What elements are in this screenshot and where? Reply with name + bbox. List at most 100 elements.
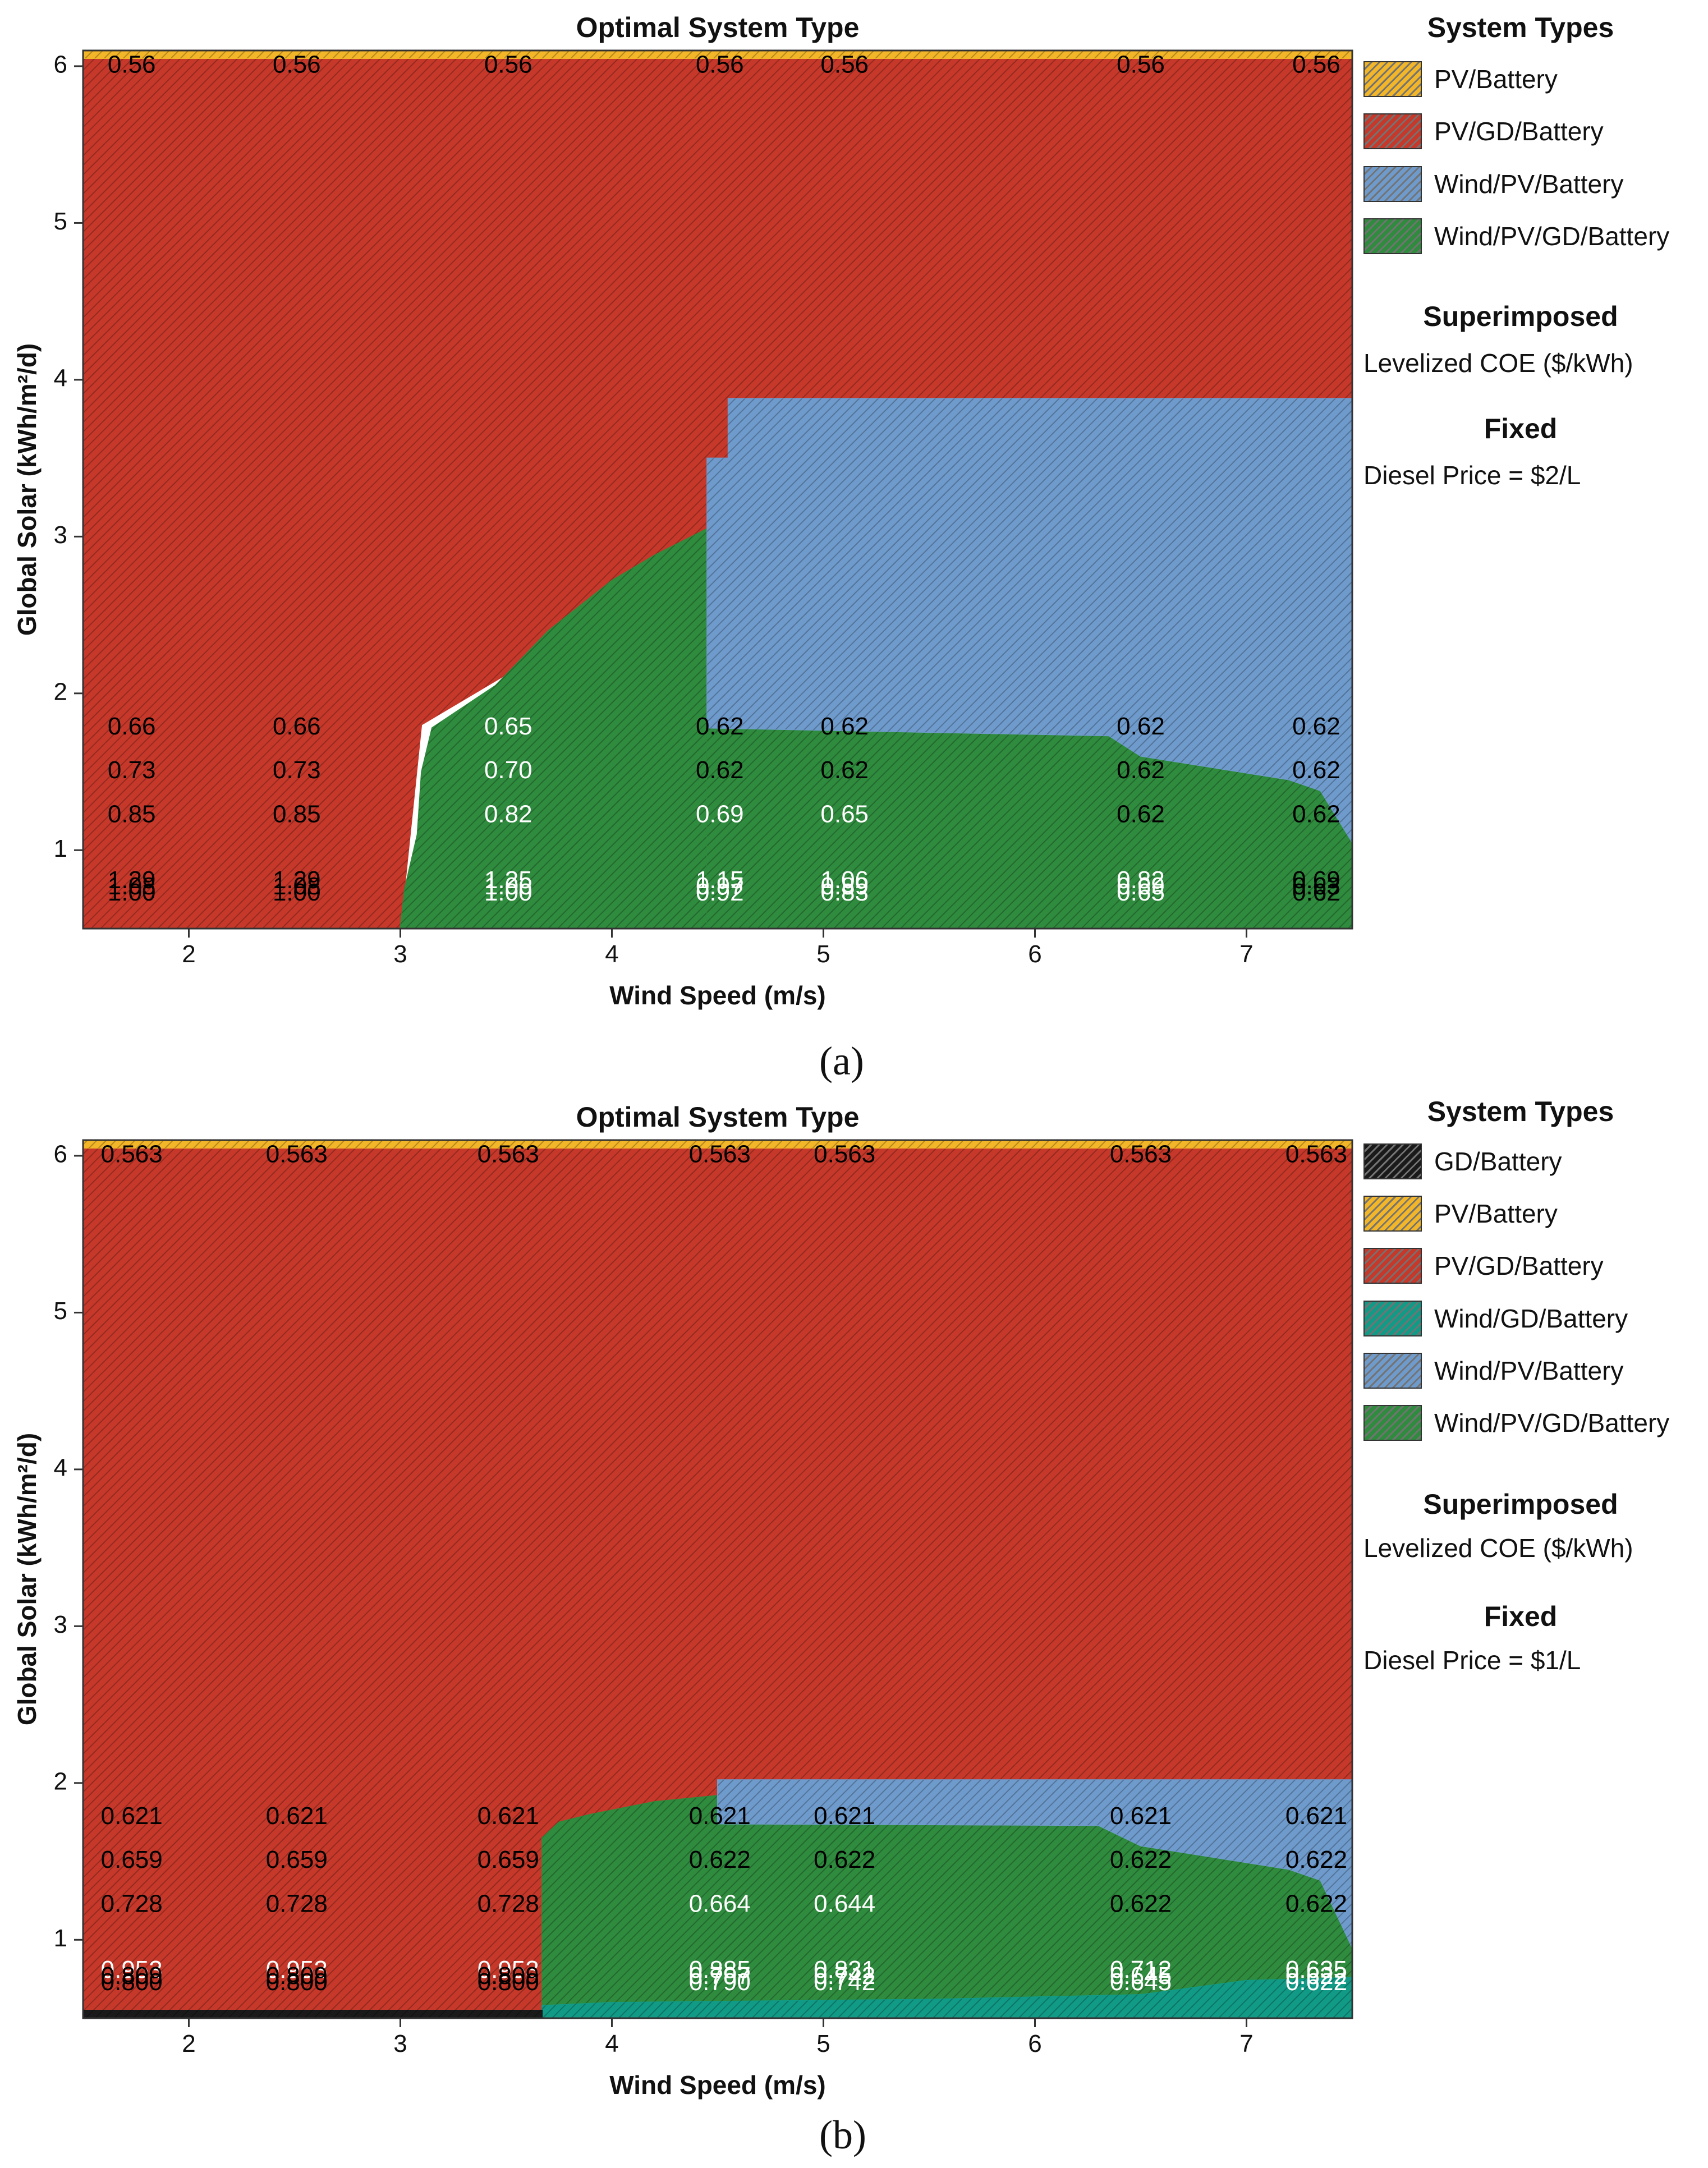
superimposed-text: Levelized COE ($/kWh) [1363, 348, 1633, 378]
coe-label: 0.563 [477, 1141, 539, 1168]
coe-label: 0.659 [477, 1846, 539, 1873]
coe-label: 0.800 [477, 1968, 539, 1996]
coe-label: 0.809 [101, 1962, 163, 1990]
x-tick-label: 4 [605, 940, 618, 968]
plot-frame [82, 49, 1353, 930]
coe-label: 0.712 [1110, 1956, 1172, 1983]
coe-label: 0.563 [689, 1141, 751, 1168]
superimposed-title: Superimposed [1423, 1489, 1618, 1520]
coe-label: 0.73 [273, 756, 321, 784]
legend-title: System Types [1427, 1096, 1614, 1127]
coe-label: 1.00 [108, 879, 156, 906]
coe-label: 0.83 [820, 879, 869, 906]
legend-swatch [1363, 1405, 1422, 1441]
chart-plot-b: 0.563 0.563 0.563 0.563 0.563 0.563 0.563 0.621… [12, 1101, 1353, 2100]
coe-label: 0.622 [1285, 1890, 1347, 1917]
region-hatch-wind-pv-gd-battery [542, 1795, 1352, 2010]
coe-label: 0.62 [1117, 713, 1165, 740]
coe-label: 0.885 [689, 1956, 751, 1983]
legend-swatch [1363, 1301, 1422, 1336]
x-tick-label: 2 [182, 940, 195, 968]
coe-label: 0.809 [477, 1962, 539, 1990]
coe-label: 0.97 [696, 872, 744, 900]
coe-label: 0.65 [484, 713, 532, 740]
legend-label: Wind/PV/GD/Battery [1434, 1408, 1670, 1437]
legend-swatch [1363, 218, 1422, 254]
x-tick-label: 7 [1239, 2030, 1253, 2057]
legend-swatch [1363, 1196, 1422, 1232]
y-tick-label: 4 [54, 1454, 67, 1482]
coe-label: 0.622 [1110, 1846, 1172, 1873]
region-hatch-pv-gd-battery [83, 1148, 1352, 2010]
y-tick-label: 6 [54, 1141, 67, 1168]
coe-label: 0.659 [266, 1846, 328, 1873]
region-hatch-gd-battery [83, 2010, 543, 2018]
coe-label: 0.728 [477, 1890, 539, 1917]
coe-label: 0.953 [477, 1956, 539, 1983]
y-tick-label: 5 [54, 208, 67, 235]
coe-label: 0.645 [1110, 1968, 1172, 1996]
chart-title: Optimal System Type [576, 1101, 860, 1133]
coe-label: 0.63 [1292, 872, 1340, 900]
region-hatch-wind-pv-gd-battery [400, 529, 708, 929]
coe-label: 0.89 [820, 872, 869, 900]
y-tick-label: 1 [54, 835, 67, 862]
chart-panel-a: 0.56 0.56 0.56 0.56 0.56 0.56 0.56 0.66 0.66 0.65… [12, 12, 1670, 1083]
coe-label: 0.69 [1292, 866, 1340, 894]
coe-label: 0.563 [101, 1141, 163, 1168]
coe-label: 0.831 [814, 1956, 875, 1983]
y-tick-label: 4 [54, 365, 67, 392]
coe-label: 0.621 [477, 1802, 539, 1830]
coe-label: 1.06 [484, 872, 532, 900]
coe-label: 0.70 [484, 756, 532, 784]
legend-label: PV/Battery [1434, 65, 1558, 94]
coe-label: 1.15 [696, 866, 744, 894]
x-axis-label: Wind Speed (m/s) [609, 981, 826, 1010]
x-tick-label: 4 [605, 2030, 618, 2057]
coe-label: 0.800 [101, 1968, 163, 1996]
region-hatch-wind-pv-battery [718, 1780, 1352, 1948]
legend-label: Wind/PV/GD/Battery [1434, 222, 1670, 251]
legend-swatch [1363, 113, 1422, 149]
coe-label: 0.69 [696, 800, 744, 828]
y-tick-label: 2 [54, 678, 67, 705]
coe-label: 1.08 [108, 872, 156, 900]
coe-label: 0.622 [1285, 1968, 1347, 1996]
y-tick-label: 3 [54, 1611, 67, 1638]
coe-label: 0.56 [108, 51, 156, 79]
coe-label: 1.00 [484, 879, 532, 906]
y-axis-label: Global Solar (kWh/m²/d) [12, 343, 42, 636]
coe-label: 1.25 [484, 866, 532, 894]
coe-label: 0.62 [1117, 800, 1165, 828]
coe-label: 0.56 [696, 51, 744, 79]
coe-label: 0.563 [266, 1141, 328, 1168]
y-tick-label: 2 [54, 1767, 67, 1795]
fixed-text: Diesel Price = $1/L [1363, 1646, 1581, 1675]
x-tick-label: 3 [393, 2030, 407, 2057]
coe-label: 0.56 [484, 51, 532, 79]
legend-swatch [1363, 1143, 1422, 1179]
y-axis-label: Global Solar (kWh/m²/d) [12, 1433, 42, 1725]
legend-swatch [1363, 1248, 1422, 1284]
coe-label: 0.85 [273, 800, 321, 828]
superimposed-title: Superimposed [1423, 301, 1618, 332]
x-tick-label: 6 [1028, 940, 1041, 968]
panel-label-b: (b) [819, 2112, 866, 2157]
coe-label: 0.62 [820, 756, 869, 784]
coe-label: 0.622 [814, 1846, 875, 1873]
coe-label: 0.56 [820, 51, 869, 79]
x-tick-label: 5 [816, 940, 830, 968]
coe-label: 0.73 [108, 756, 156, 784]
coe-label: 0.82 [484, 800, 532, 828]
legend-label: Wind/PV/Battery [1434, 1356, 1624, 1385]
coe-label: 0.622 [689, 1846, 751, 1873]
coe-label: 0.809 [266, 1962, 328, 1990]
superimposed-text: Levelized COE ($/kWh) [1363, 1533, 1633, 1563]
coe-label: 0.635 [1285, 1956, 1347, 1983]
coe-label: 0.56 [1292, 51, 1340, 79]
region-hatch-wind-gd-battery [542, 1977, 1352, 2018]
coe-label: 0.56 [273, 51, 321, 79]
chart-title: Optimal System Type [576, 12, 860, 43]
coe-label: 0.62 [1292, 713, 1340, 740]
coe-label: 0.953 [101, 1956, 163, 1983]
